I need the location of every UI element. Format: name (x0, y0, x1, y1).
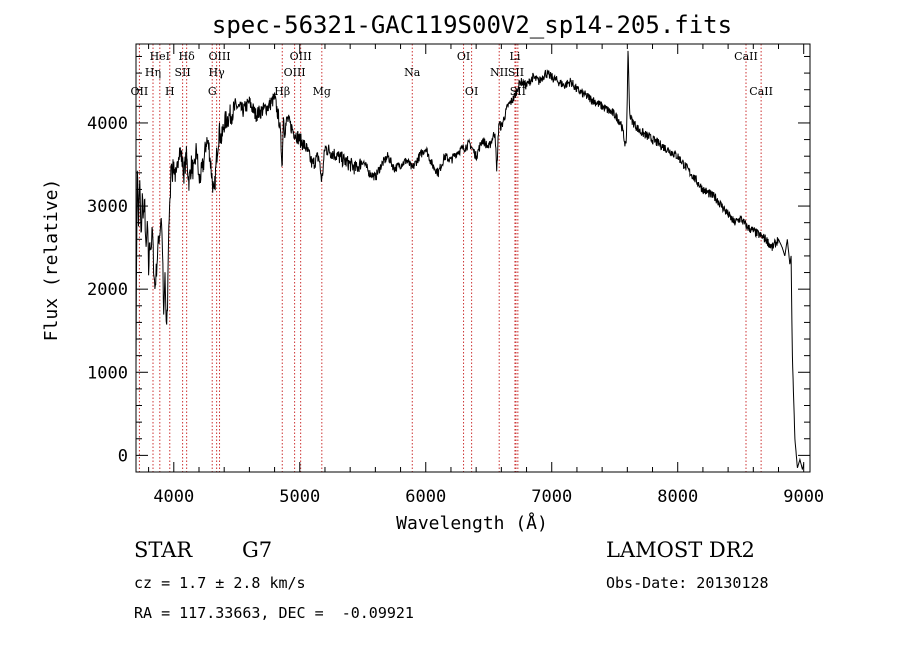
spectral-line-label: Hδ (179, 50, 196, 63)
redshift-text: cz = 1.7 ± 2.8 km/s (134, 574, 306, 592)
object-class: STAR (134, 538, 193, 562)
spectral-line-label: CaII (749, 85, 773, 98)
spectral-line-label: NII (490, 66, 508, 79)
y-tick-label: 2000 (87, 280, 128, 300)
y-tick-label: 0 (118, 446, 128, 466)
spectral-line-label: Na (404, 66, 421, 79)
x-tick-label: 4000 (153, 487, 194, 507)
spectral-line-label: Mg (313, 85, 331, 98)
chart-title: spec-56321-GAC119S00V2_sp14-205.fits (212, 11, 732, 39)
coordinates-text: RA = 117.33663, DEC = -0.09921 (134, 604, 414, 622)
spectral-line-label: OII (131, 85, 149, 98)
spectral-line-label: HeI (150, 50, 170, 63)
spectral-line-labels: OII Hη HeI H SII Hδ G Hγ OIII Hβ OIII OIII Mg Na OI OI N… (131, 50, 773, 98)
spectral-line-label: OI (465, 85, 478, 98)
spectral-line-label: CaII (734, 50, 758, 63)
x-tick-label: 6000 (405, 487, 446, 507)
spectral-line-label: OIII (208, 50, 230, 63)
y-tick-label: 4000 (87, 114, 128, 134)
x-axis-ticks: 4000 5000 6000 7000 8000 9000 (148, 44, 824, 507)
spectral-line-markers (138, 44, 762, 472)
spectral-line-label: H (165, 85, 175, 98)
spectral-line-label: Hγ (209, 66, 226, 79)
x-tick-label: 7000 (531, 487, 572, 507)
y-axis-ticks: 0 1000 2000 3000 4000 (87, 55, 810, 473)
x-axis-label: Wavelength (Å) (396, 512, 548, 534)
spectral-line-label: OI (457, 50, 470, 63)
spectral-line-label: G (208, 85, 217, 98)
x-tick-label: 5000 (279, 487, 320, 507)
object-subclass: G7 (242, 538, 273, 562)
y-axis-label: Flux (relative) (41, 179, 62, 342)
spectral-line-label: SII (508, 66, 524, 79)
spectrum-trace (135, 50, 805, 470)
x-tick-label: 8000 (657, 487, 698, 507)
survey-name: LAMOST DR2 (606, 538, 755, 562)
y-tick-label: 1000 (87, 363, 128, 383)
y-tick-label: 3000 (87, 197, 128, 217)
spectral-line-label: Hη (145, 66, 161, 79)
spectral-line-label: SII (174, 66, 190, 79)
obs-date-text: Obs-Date: 20130128 (606, 574, 769, 592)
spectral-line-label: Li (510, 50, 521, 63)
spectral-line-label: Hβ (274, 85, 290, 98)
spectral-line-label: OIII (290, 50, 312, 63)
plot-frame (135, 43, 811, 473)
x-tick-label: 9000 (783, 487, 824, 507)
spectral-line-label: OIII (284, 66, 306, 79)
